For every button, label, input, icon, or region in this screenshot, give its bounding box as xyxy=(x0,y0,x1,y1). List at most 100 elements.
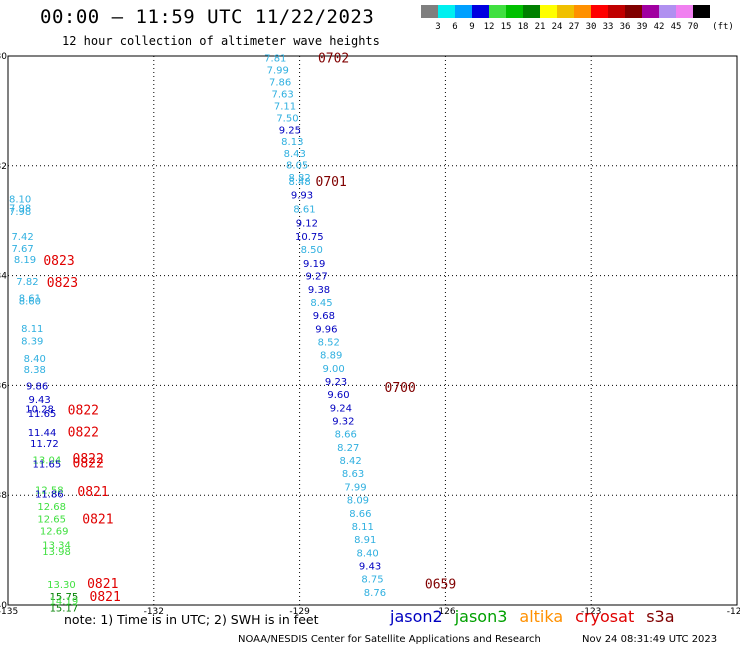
wave-height-value: 7.98 xyxy=(9,207,31,218)
colorbar-swatch xyxy=(455,5,472,18)
wave-height-value: 8.66 xyxy=(335,430,357,441)
wave-height-value: 8.66 xyxy=(349,509,371,520)
colorbar-label: 39 xyxy=(636,22,648,32)
colorbar-label: 15 xyxy=(500,22,512,32)
wave-height-value: 8.63 xyxy=(342,469,364,480)
wave-height-value: 8.40 xyxy=(24,354,46,365)
colorbar-swatch xyxy=(472,5,489,18)
wave-height-value: 11.65 xyxy=(33,459,62,470)
legend-item-s3a: s3a xyxy=(646,607,675,626)
wave-height-value: 8.48 xyxy=(288,177,310,188)
colorbar-label: 21 xyxy=(534,22,546,32)
colorbar-swatch xyxy=(523,5,540,18)
wave-height-value: 9.93 xyxy=(291,190,313,201)
wave-height-value: 8.05 xyxy=(286,161,308,172)
wave-height-value: 7.82 xyxy=(16,277,38,288)
latitude-tick-label: -38 xyxy=(0,491,7,501)
wave-height-value: 13.30 xyxy=(47,580,76,591)
colorbar-label: 45 xyxy=(670,22,682,32)
colorbar-swatch xyxy=(421,5,438,18)
wave-height-value: 8.76 xyxy=(364,588,386,599)
wave-height-value: 8.45 xyxy=(310,298,332,309)
colorbar-label: 9 xyxy=(469,22,475,32)
pass-time-label: 0822 xyxy=(68,426,99,441)
longitude-tick-label: -120 xyxy=(727,607,740,617)
wave-height-value: 8.11 xyxy=(21,324,43,335)
satellite-legend: jason2 jason3 altika cryosat s3a xyxy=(390,607,687,626)
colorbar-label: 27 xyxy=(568,22,580,32)
colorbar-swatch xyxy=(676,5,693,18)
pass-time-label: 0821 xyxy=(87,577,118,592)
wave-height-value: 9.60 xyxy=(327,390,349,401)
colorbar-label: 18 xyxy=(517,22,529,32)
wave-height-value: 8.60 xyxy=(19,296,41,307)
wave-height-value: 11.72 xyxy=(30,439,59,450)
colorbar-unit: (ft) xyxy=(712,22,734,32)
wave-height-value: 11.65 xyxy=(28,409,57,420)
map-frame xyxy=(7,55,738,606)
pass-time-label: 0702 xyxy=(318,52,349,67)
wave-height-value: 8.50 xyxy=(301,245,323,256)
colorbar-label: 3 xyxy=(435,22,441,32)
colorbar-label: 30 xyxy=(585,22,597,32)
wave-height-value: 8.61 xyxy=(293,205,315,216)
colorbar-swatch xyxy=(591,5,608,18)
colorbar-label: 70 xyxy=(687,22,699,32)
colorbar-swatch xyxy=(506,5,523,18)
pass-time-label: 0700 xyxy=(385,381,416,396)
colorbar-label: 24 xyxy=(551,22,563,32)
wave-height-value: 8.82 xyxy=(288,173,310,184)
wave-height-value: 7.99 xyxy=(267,66,289,77)
colorbar-swatch xyxy=(659,5,676,18)
longitude-tick-label: -129 xyxy=(289,607,310,617)
wave-height-value: 8.61 xyxy=(19,294,41,305)
latitude-tick-label: -34 xyxy=(0,272,7,282)
wave-height-value: 10.75 xyxy=(295,232,324,243)
wave-height-value: 7.86 xyxy=(269,77,291,88)
colorbar-swatch xyxy=(693,5,710,18)
colorbar-label: 33 xyxy=(602,22,614,32)
wave-height-observations: 7.817.997.867.637.117.509.258.138.438.05… xyxy=(9,54,386,615)
pass-time-labels: 0702070107000659082308230822082208220822… xyxy=(43,52,456,606)
legend-item-cryosat: cryosat xyxy=(575,607,635,626)
wave-height-value: 12.69 xyxy=(40,526,69,537)
wave-height-value: 9.32 xyxy=(332,417,354,428)
latitude-tick-label: -40 xyxy=(0,601,7,611)
pass-time-label: 0823 xyxy=(47,276,78,291)
wave-height-value: 7.99 xyxy=(344,482,366,493)
page-subtitle: 12 hour collection of altimeter wave hei… xyxy=(62,34,380,48)
wave-height-value: 8.91 xyxy=(354,535,376,546)
wave-height-value: 7.67 xyxy=(11,244,33,255)
wave-height-value: 15.75 xyxy=(50,592,79,603)
wave-height-value: 8.09 xyxy=(347,496,369,507)
pass-time-label: 0822 xyxy=(73,456,104,471)
colorbar-swatch xyxy=(642,5,659,18)
latitude-tick-label: -36 xyxy=(0,381,7,391)
wave-height-value: 8.42 xyxy=(339,456,361,467)
wave-height-value: 9.86 xyxy=(26,381,48,392)
wave-height-value: 7.11 xyxy=(274,101,296,112)
colorbar-swatch xyxy=(574,5,591,18)
colorbar-label: 42 xyxy=(653,22,665,32)
latitude-tick-label: -30 xyxy=(0,52,7,62)
wave-height-value: 7.63 xyxy=(271,89,293,100)
wave-height-value: 8.75 xyxy=(361,575,383,586)
wave-height-value: 9.68 xyxy=(313,311,335,322)
colorbar-swatch xyxy=(557,5,574,18)
wave-height-value: 9.25 xyxy=(279,126,301,137)
page-title: 00:00 — 11:59 UTC 11/22/2023 xyxy=(40,6,375,28)
colorbar-swatch xyxy=(540,5,557,18)
legend-item-jason3: jason3 xyxy=(454,607,508,626)
footer-credit: NOAA/NESDIS Center for Satellite Applica… xyxy=(238,634,541,645)
wave-height-value: 7.98 xyxy=(9,204,31,215)
wave-height-value: 8.40 xyxy=(357,548,379,559)
wave-height-value: 8.13 xyxy=(281,137,303,148)
wave-height-value: 8.10 xyxy=(9,195,31,206)
wave-height-value: 13.34 xyxy=(42,541,71,552)
wave-height-value: 13.98 xyxy=(42,547,71,558)
wave-height-value: 8.27 xyxy=(337,443,359,454)
wave-height-value: 10.28 xyxy=(25,404,54,415)
pass-time-label: 0822 xyxy=(73,452,104,467)
latitude-tick-label: -32 xyxy=(0,162,7,172)
wave-height-value: 8.39 xyxy=(21,336,43,347)
